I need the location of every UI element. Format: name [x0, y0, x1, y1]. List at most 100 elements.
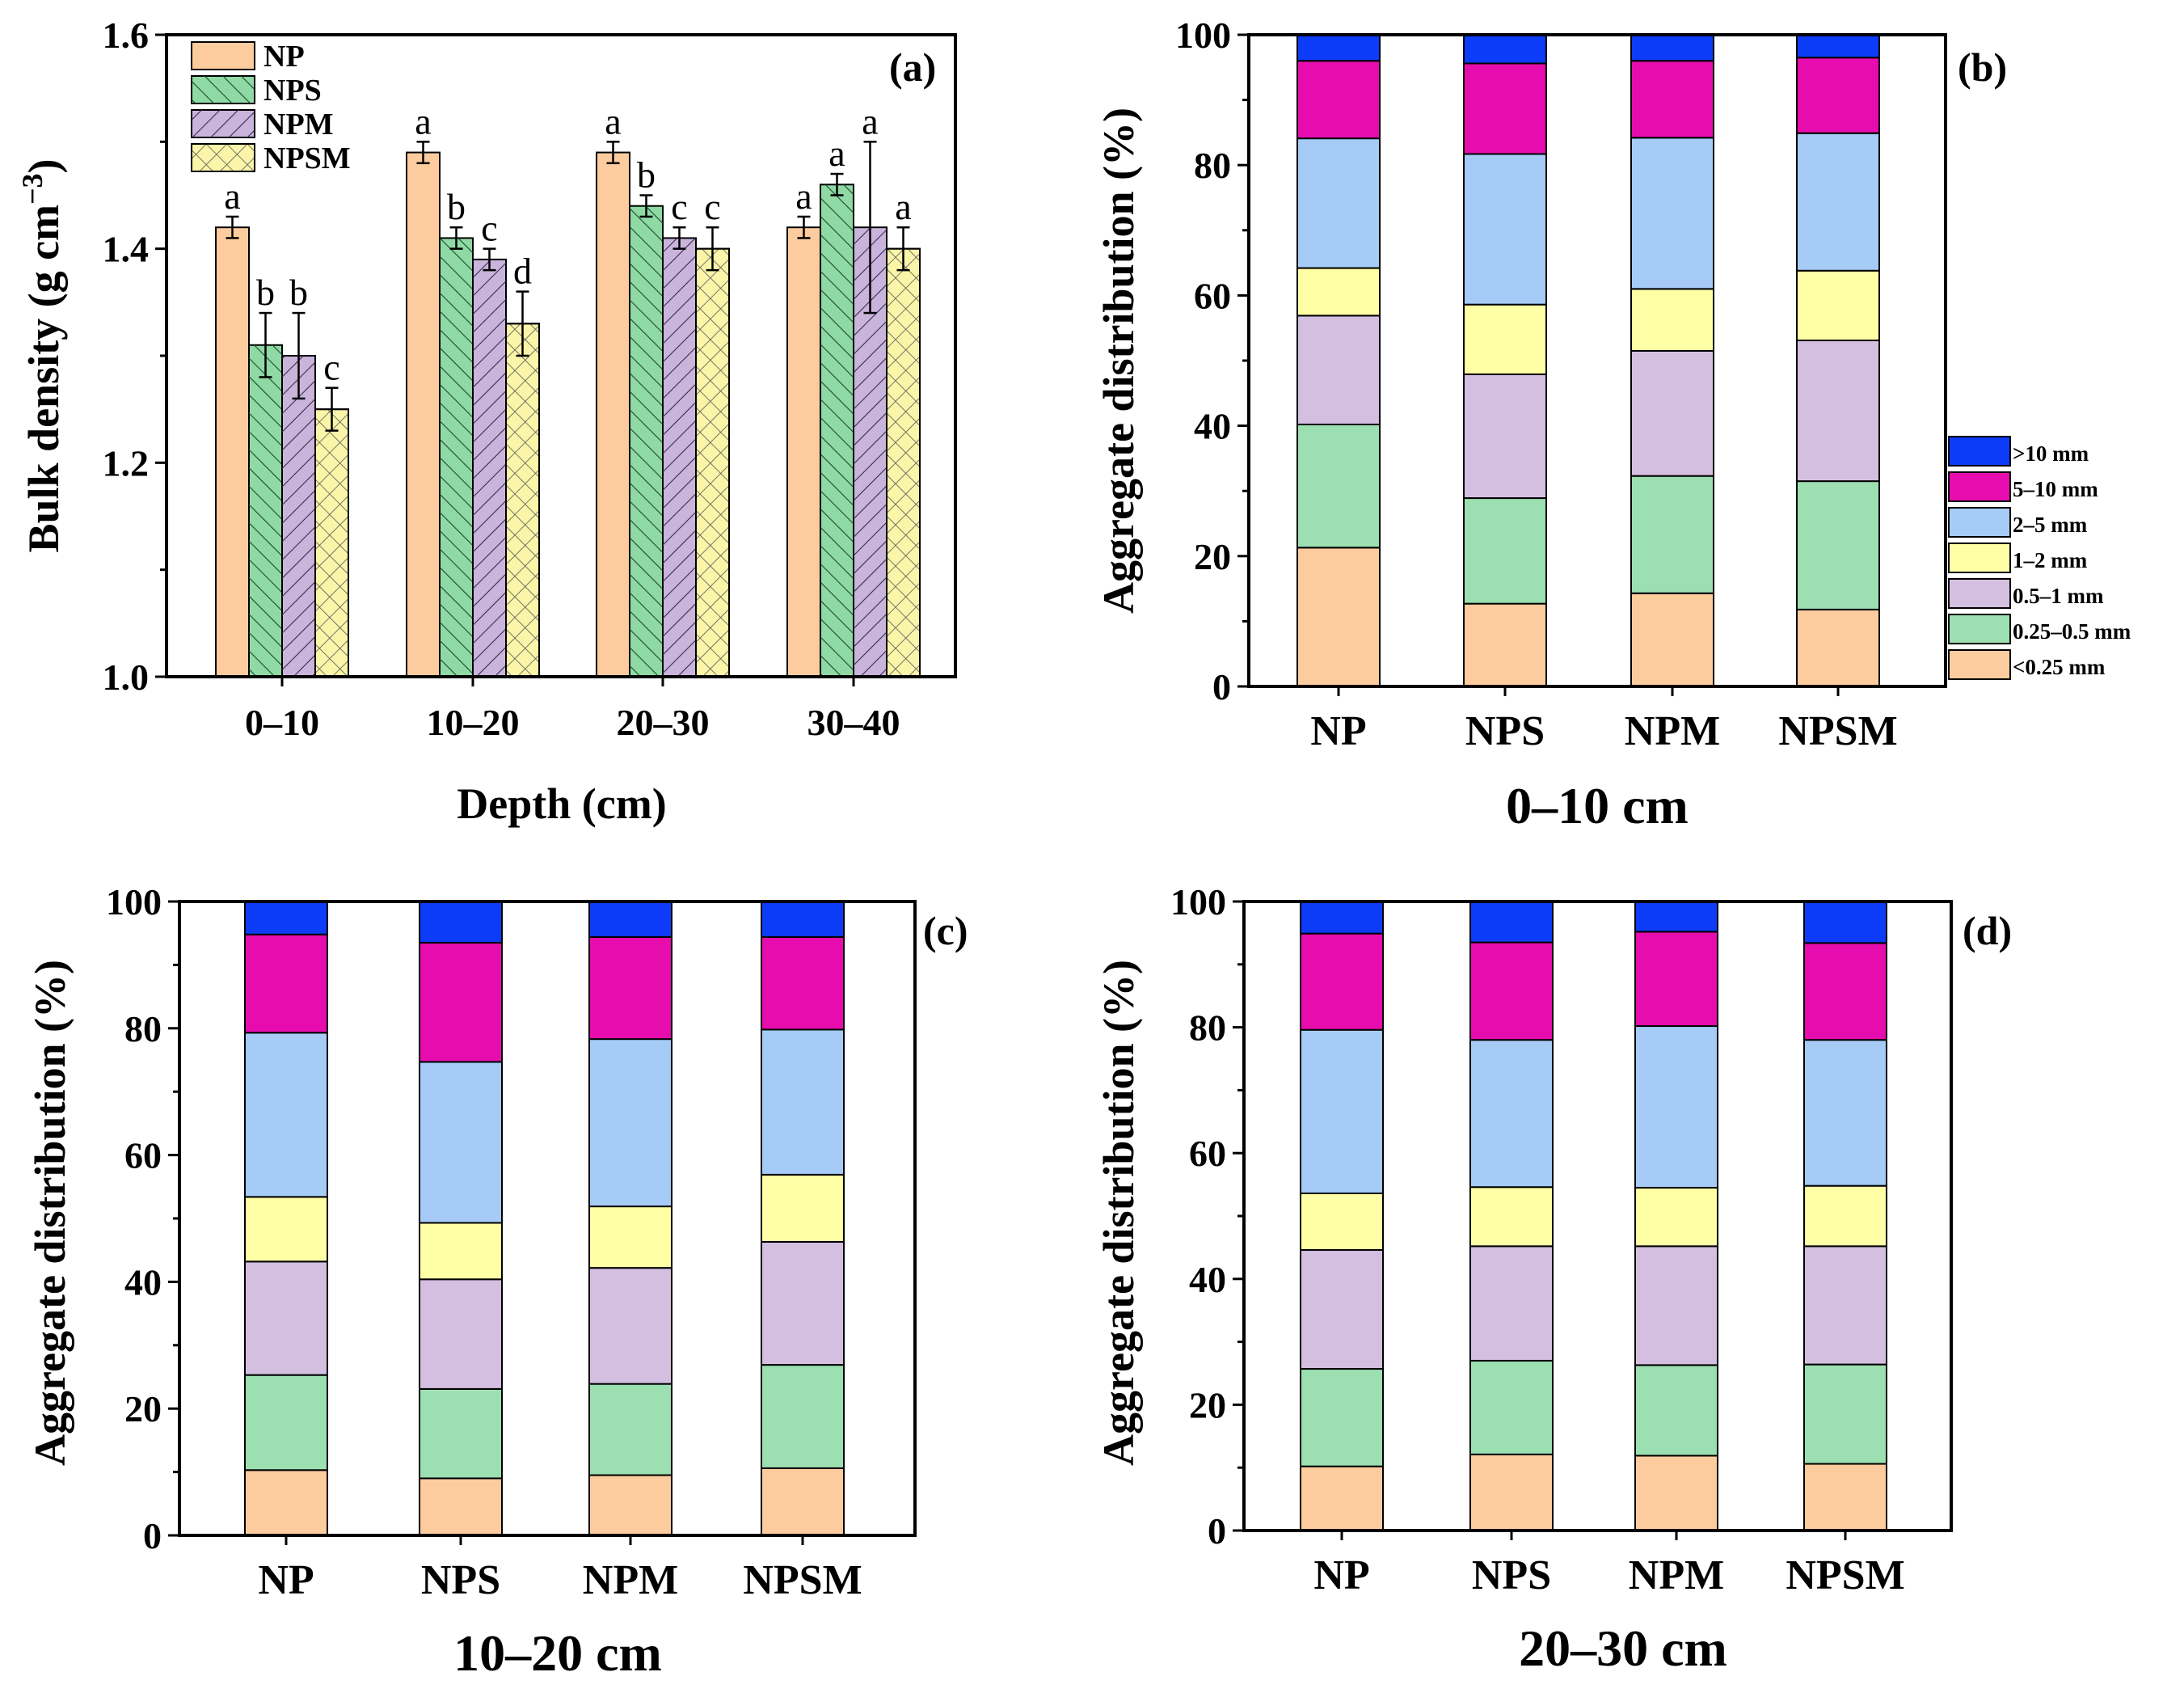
- y-tick-label: 20: [1189, 1384, 1226, 1425]
- stack-segment: [419, 941, 503, 1063]
- y-tick-label: 60: [1189, 1133, 1226, 1174]
- legend-swatch: [1948, 436, 2011, 467]
- legend-hatch: [192, 76, 255, 103]
- stack-segment: [419, 901, 503, 944]
- panel-b-legend: >10 mm 5–10 mm 2–5 mm 1–2 mm 0.5–1 mm 0.25–0.…: [1948, 436, 2131, 680]
- y-tick-label: 100: [1170, 881, 1226, 923]
- stack-segment: [1796, 34, 1880, 59]
- stack-segment: [588, 1038, 672, 1208]
- stack-segment: [244, 1260, 328, 1376]
- legend-label: NPS: [264, 74, 322, 108]
- stack-segment: [419, 1222, 503, 1281]
- legend-label: 0.5–1 mm: [2013, 584, 2104, 608]
- stack-segment: [1630, 60, 1714, 139]
- stack-segment: [1634, 1364, 1718, 1457]
- legend-swatch: [1948, 507, 2011, 538]
- x-tick-label: NP: [1310, 708, 1366, 754]
- panel-b-axes: 0 20 40 60 80 100 NP NPS NPM NPSM: [1175, 15, 1898, 754]
- stack-segment: [761, 901, 845, 938]
- legend-swatch: [1948, 543, 2011, 573]
- panel-b-ylabel: Aggregate distribution (%): [1094, 108, 1143, 614]
- legend-label: >10 mm: [2013, 441, 2089, 466]
- stack-segment: [1296, 547, 1381, 688]
- significance-letter: b: [289, 272, 308, 313]
- legend-label: 1–2 mm: [2013, 548, 2088, 572]
- panel-b-aggregate-0-10: 0 20 40 60 80 100 NP NPS NPM NPSM (b) 0–10 cm Agg…: [1094, 15, 2131, 834]
- significance-letter: c: [323, 347, 339, 388]
- panel-c-axes: 0 20 40 60 80 100 NP NPS NPM NPSM: [106, 881, 862, 1603]
- legend-label: NPM: [264, 108, 334, 141]
- stack-segment: [244, 1469, 328, 1537]
- bar-hatch: [282, 356, 315, 677]
- stack-segment: [1469, 1186, 1554, 1248]
- significance-letter: a: [862, 100, 878, 141]
- bar-hatch: [506, 323, 539, 677]
- x-tick-label: 10–20: [427, 702, 520, 743]
- y-tick-label: 1.0: [103, 657, 150, 698]
- legend-swatch: [1948, 649, 2011, 680]
- stack-segment: [1469, 1039, 1554, 1189]
- y-tick-label: 40: [1189, 1259, 1226, 1300]
- significance-letter: d: [513, 251, 532, 292]
- stack-segment: [1630, 34, 1714, 62]
- stack-segment: [1300, 901, 1384, 935]
- panel-b-bars: [1296, 34, 1880, 688]
- stack-segment: [1796, 608, 1880, 688]
- stack-segment: [1296, 315, 1381, 425]
- panel-a-ylabel: Bulk density (g cm−3): [16, 158, 68, 552]
- y-tick-label: 80: [1194, 145, 1231, 186]
- stack-segment: [1300, 1465, 1384, 1532]
- y-tick-label: 20: [1194, 536, 1231, 577]
- stack-segment: [1634, 1245, 1718, 1366]
- x-tick-label: NPS: [1465, 708, 1545, 754]
- panel-b-frame: [1247, 33, 1947, 688]
- stack-segment: [1463, 602, 1547, 687]
- panel-a-frame: [165, 33, 957, 678]
- bar-hatch: [663, 238, 696, 677]
- panel-d-title: 20–30 cm: [1519, 1619, 1727, 1677]
- significance-letter: b: [447, 186, 466, 227]
- panel-a-label: (a): [889, 44, 936, 90]
- stack-segment: [761, 1467, 845, 1536]
- panel-d-bars: [1300, 901, 1887, 1532]
- legend-swatch: [1948, 471, 2011, 502]
- significance-letter: a: [795, 175, 812, 217]
- stack-segment: [1296, 60, 1381, 140]
- y-tick-label: 0: [1212, 666, 1231, 707]
- stack-segment: [1634, 1186, 1718, 1248]
- stack-segment: [1803, 1184, 1887, 1248]
- stack-segment: [1796, 480, 1880, 610]
- y-tick-label: 0: [1208, 1510, 1226, 1552]
- legend-swatch: [1948, 578, 2011, 609]
- stack-segment: [1630, 137, 1714, 290]
- panel-a-xlabel: Depth (cm): [457, 779, 666, 828]
- stack-segment: [1796, 132, 1880, 272]
- panel-d-ylabel: Aggregate distribution (%): [1094, 960, 1143, 1466]
- legend-outline: [191, 143, 255, 172]
- y-tick-label: 20: [124, 1388, 162, 1429]
- stack-segment: [1469, 1359, 1554, 1455]
- stack-segment: [1796, 57, 1880, 134]
- x-tick-label: NPS: [421, 1557, 500, 1603]
- y-tick-label: 100: [1175, 15, 1231, 56]
- bar-hatch: [887, 248, 920, 678]
- stack-segment: [1300, 932, 1384, 1031]
- x-tick-label: NPSM: [743, 1557, 862, 1603]
- panel-b-title: 0–10 cm: [1506, 777, 1689, 834]
- stack-segment: [1803, 1039, 1887, 1187]
- stack-segment: [1634, 931, 1718, 1028]
- stack-segment: [1300, 1028, 1384, 1194]
- significance-letter: c: [671, 186, 687, 227]
- stack-segment: [1630, 592, 1714, 688]
- panel-d-aggregate-20-30: 0 20 40 60 80 100 NP NPS NPM NPSM (d) 20–30 cm Ag…: [1094, 881, 2012, 1677]
- stack-segment: [1469, 941, 1554, 1041]
- legend-hatch: [192, 144, 255, 171]
- stack-segment: [1634, 1025, 1718, 1189]
- stack-segment: [1469, 901, 1554, 944]
- x-tick-label: NP: [258, 1557, 314, 1603]
- y-tick-label: 1.6: [103, 15, 150, 56]
- legend-label: 2–5 mm: [2013, 513, 2088, 537]
- stack-segment: [1803, 1463, 1887, 1531]
- stack-segment: [1300, 1249, 1384, 1370]
